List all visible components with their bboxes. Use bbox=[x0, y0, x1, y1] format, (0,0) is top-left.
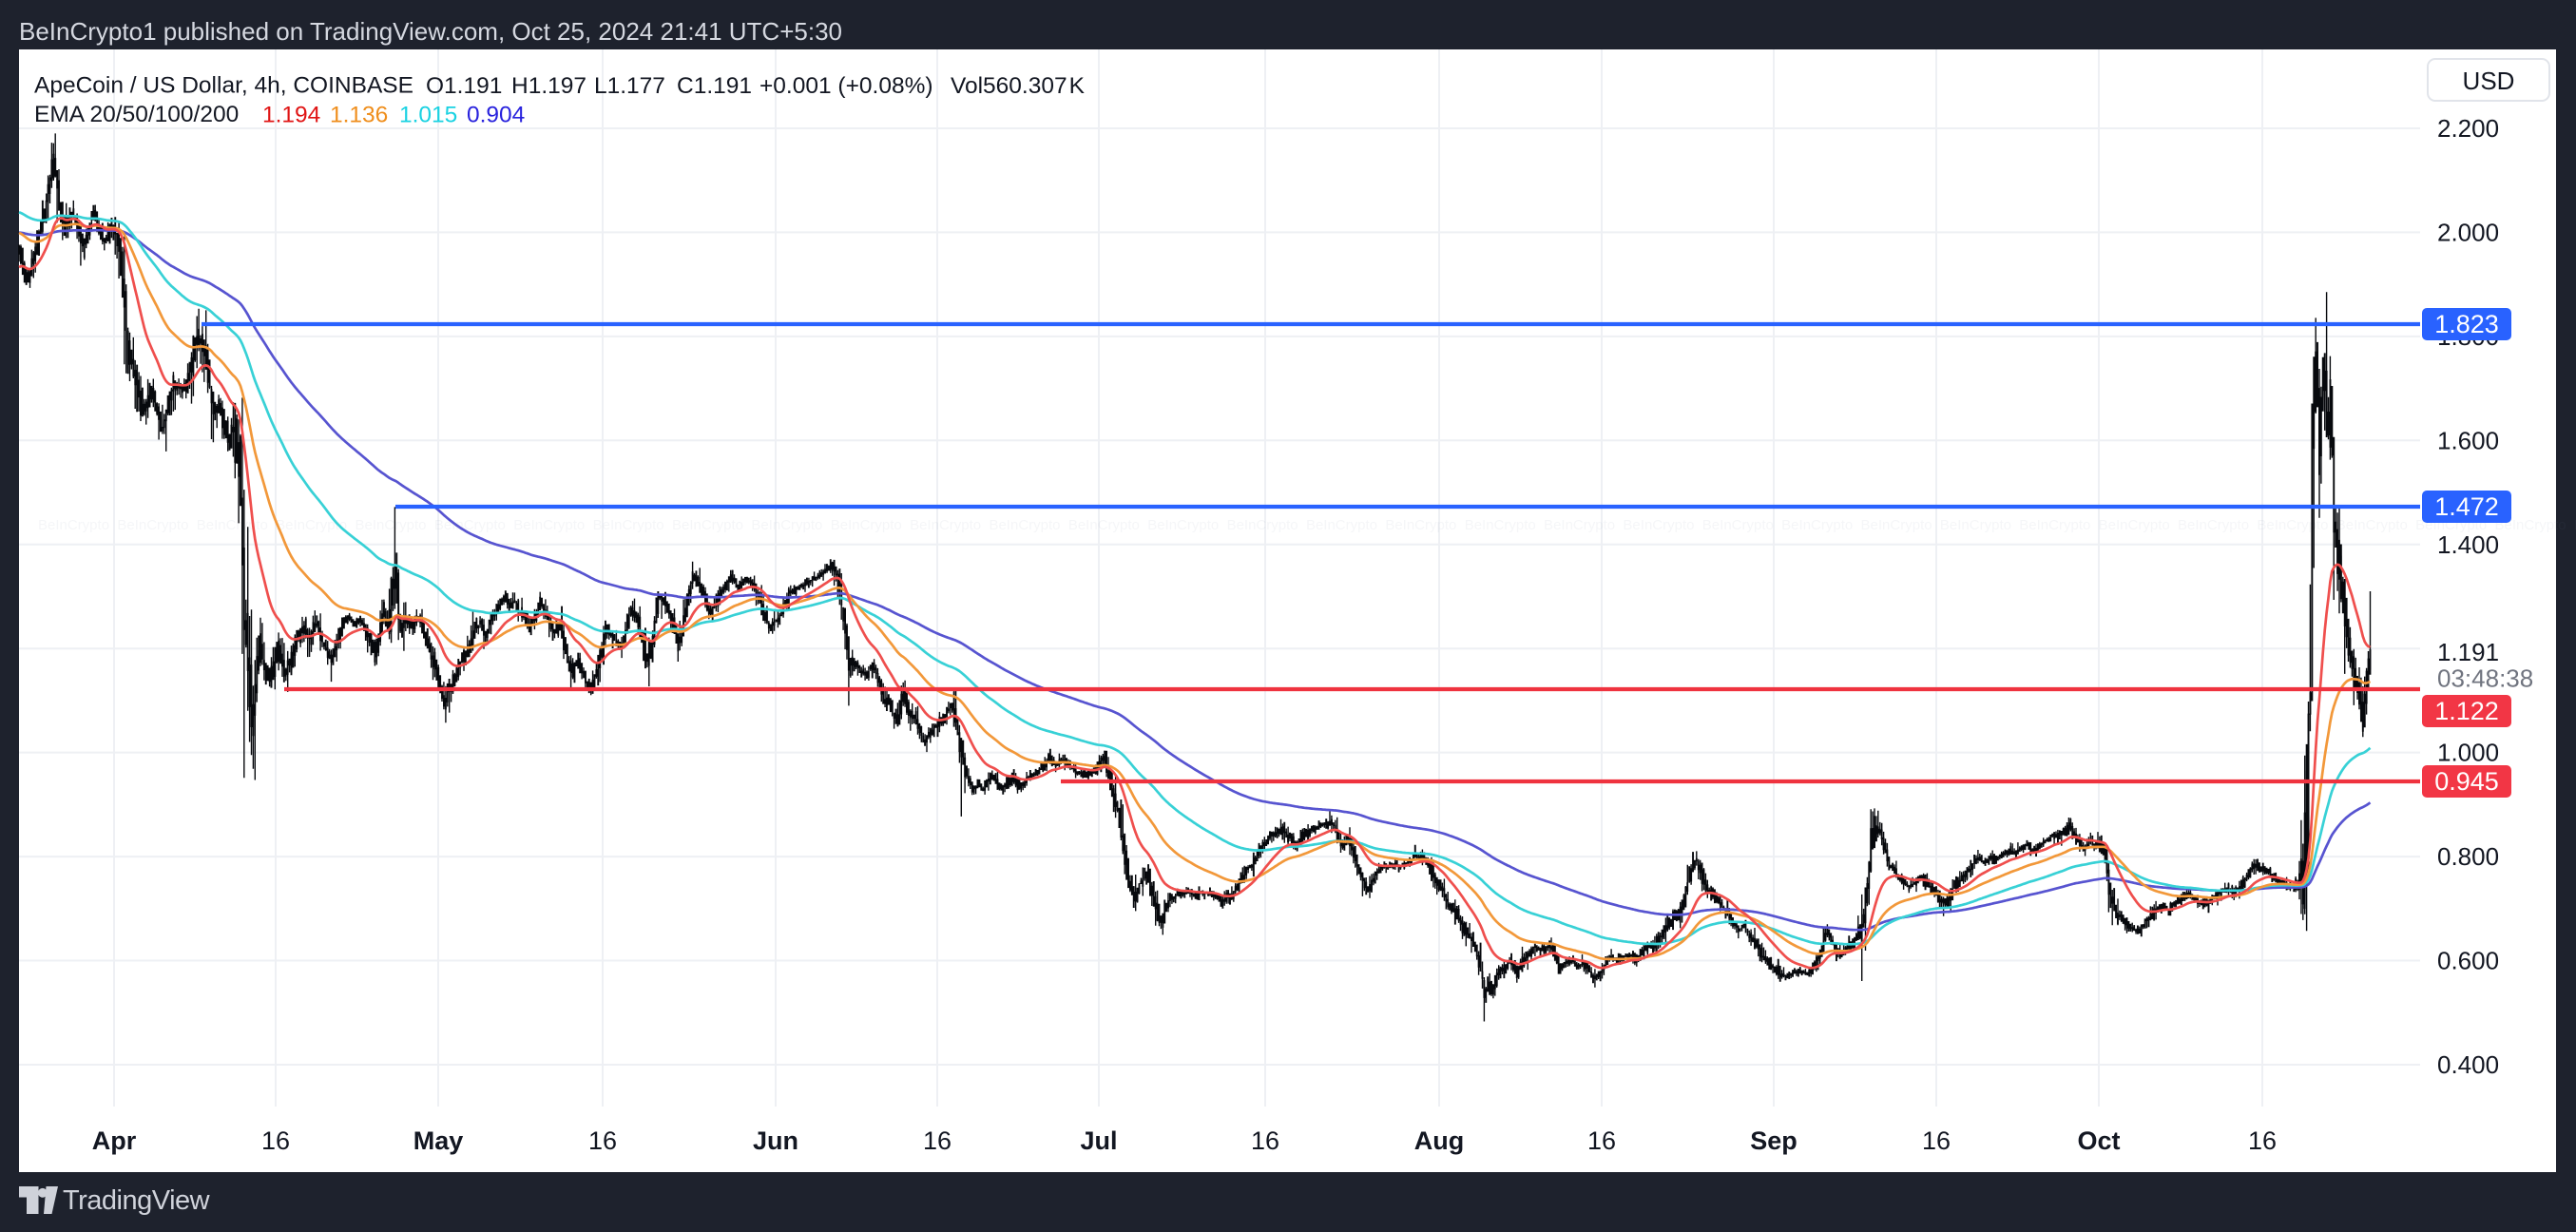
svg-text:2.200: 2.200 bbox=[2437, 114, 2499, 143]
svg-text:16: 16 bbox=[1251, 1126, 1279, 1155]
svg-text:BeInCrypto BeInCrypto BeInCr: BeInCrypto BeInCrypto BeInCrypto BeInCry… bbox=[38, 517, 2576, 533]
svg-text:0.400: 0.400 bbox=[2437, 1050, 2499, 1079]
svg-text:BeInCrypto1 published on Tradi: BeInCrypto1 published on TradingView.com… bbox=[19, 17, 842, 46]
svg-text:16: 16 bbox=[923, 1126, 952, 1155]
svg-text:TradingView: TradingView bbox=[63, 1185, 211, 1216]
svg-text:1.122: 1.122 bbox=[2434, 697, 2499, 725]
svg-text:03:48:38: 03:48:38 bbox=[2437, 664, 2533, 693]
svg-text:16: 16 bbox=[588, 1126, 617, 1155]
svg-text:Oct: Oct bbox=[2077, 1126, 2120, 1155]
svg-text:Sep: Sep bbox=[1750, 1126, 1797, 1155]
svg-text:1.191: 1.191 bbox=[2437, 638, 2499, 666]
svg-text:USD: USD bbox=[2463, 67, 2515, 95]
svg-text:Apr: Apr bbox=[92, 1126, 137, 1155]
svg-text:2.000: 2.000 bbox=[2437, 218, 2499, 246]
svg-text:Jun: Jun bbox=[753, 1126, 798, 1155]
svg-text:1.600: 1.600 bbox=[2437, 426, 2499, 454]
svg-text:16: 16 bbox=[2248, 1126, 2277, 1155]
svg-text:0.945: 0.945 bbox=[2434, 767, 2499, 796]
svg-text:1.472: 1.472 bbox=[2434, 492, 2499, 521]
svg-text:1.823: 1.823 bbox=[2434, 310, 2499, 338]
svg-text:1.400: 1.400 bbox=[2437, 530, 2499, 559]
svg-text:May: May bbox=[413, 1126, 464, 1155]
svg-text:Aug: Aug bbox=[1414, 1126, 1464, 1155]
svg-text:0.600: 0.600 bbox=[2437, 947, 2499, 975]
svg-text:1.000: 1.000 bbox=[2437, 739, 2499, 767]
svg-text:0.800: 0.800 bbox=[2437, 842, 2499, 871]
svg-text:16: 16 bbox=[261, 1126, 290, 1155]
svg-text:16: 16 bbox=[1922, 1126, 1951, 1155]
svg-text:Jul: Jul bbox=[1080, 1126, 1117, 1155]
svg-text:16: 16 bbox=[1587, 1126, 1616, 1155]
svg-text:ApeCoin / US Dollar, 4h, COINB: ApeCoin / US Dollar, 4h, COINBASE O1.191 H… bbox=[34, 73, 1086, 99]
